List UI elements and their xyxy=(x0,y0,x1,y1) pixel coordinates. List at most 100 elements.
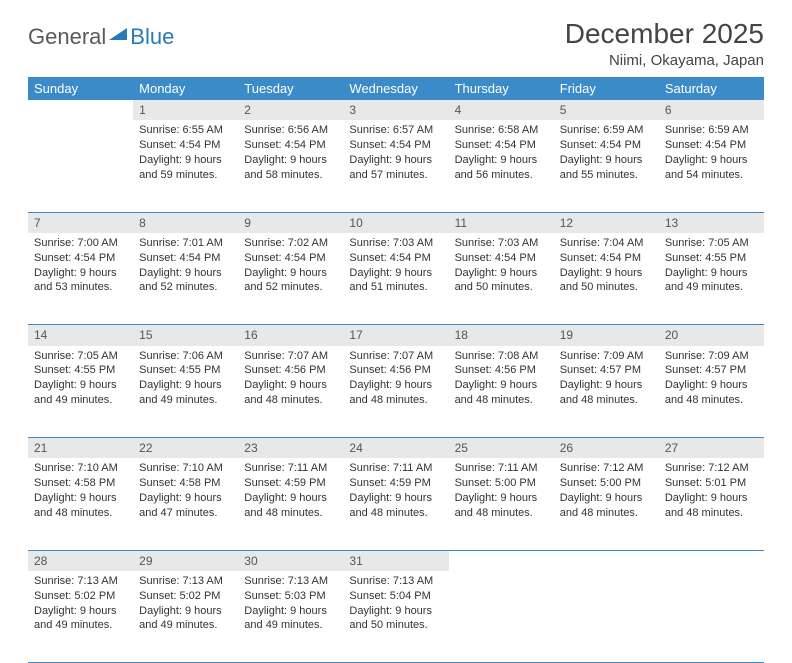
day-number: 28 xyxy=(28,551,133,571)
day-number: 27 xyxy=(659,438,764,458)
daynum-cell: 22 xyxy=(133,438,238,459)
daylight-text: Daylight: 9 hours and 48 minutes. xyxy=(455,378,548,408)
day-content: Sunrise: 6:57 AMSunset: 4:54 PMDaylight:… xyxy=(343,120,448,188)
day-cell: Sunrise: 6:59 AMSunset: 4:54 PMDaylight:… xyxy=(554,120,659,212)
daylight-text: Daylight: 9 hours and 48 minutes. xyxy=(349,491,442,521)
daynum-cell: 15 xyxy=(133,325,238,346)
daylight-text: Daylight: 9 hours and 49 minutes. xyxy=(139,604,232,634)
day-number: 31 xyxy=(343,551,448,571)
calendar-table: Sunday Monday Tuesday Wednesday Thursday… xyxy=(28,77,764,663)
weekday-header: Tuesday xyxy=(238,77,343,100)
day-content: Sunrise: 6:58 AMSunset: 4:54 PMDaylight:… xyxy=(449,120,554,188)
title-block: December 2025 Niimi, Okayama, Japan xyxy=(565,18,764,69)
daylight-text: Daylight: 9 hours and 48 minutes. xyxy=(560,378,653,408)
day-content: Sunrise: 6:56 AMSunset: 4:54 PMDaylight:… xyxy=(238,120,343,188)
day-cell xyxy=(659,571,764,663)
day-content: Sunrise: 7:09 AMSunset: 4:57 PMDaylight:… xyxy=(659,346,764,414)
daylight-text: Daylight: 9 hours and 50 minutes. xyxy=(560,266,653,296)
day-number: 24 xyxy=(343,438,448,458)
weekday-header-row: Sunday Monday Tuesday Wednesday Thursday… xyxy=(28,77,764,100)
sunrise-text: Sunrise: 7:07 AM xyxy=(244,349,337,364)
daynum-cell xyxy=(449,550,554,571)
week-row: Sunrise: 7:10 AMSunset: 4:58 PMDaylight:… xyxy=(28,458,764,550)
day-cell xyxy=(554,571,659,663)
day-number xyxy=(449,551,554,571)
sunrise-text: Sunrise: 7:04 AM xyxy=(560,236,653,251)
daynum-cell: 6 xyxy=(659,100,764,120)
sunrise-text: Sunrise: 7:12 AM xyxy=(560,461,653,476)
day-cell: Sunrise: 7:03 AMSunset: 4:54 PMDaylight:… xyxy=(343,233,448,325)
day-number: 5 xyxy=(554,100,659,120)
day-cell: Sunrise: 7:13 AMSunset: 5:02 PMDaylight:… xyxy=(28,571,133,663)
day-number: 23 xyxy=(238,438,343,458)
day-number: 18 xyxy=(449,325,554,345)
day-content: Sunrise: 7:10 AMSunset: 4:58 PMDaylight:… xyxy=(133,458,238,526)
sunset-text: Sunset: 5:00 PM xyxy=(560,476,653,491)
day-number: 13 xyxy=(659,213,764,233)
day-cell: Sunrise: 7:05 AMSunset: 4:55 PMDaylight:… xyxy=(28,346,133,438)
sunrise-text: Sunrise: 7:11 AM xyxy=(455,461,548,476)
sunrise-text: Sunrise: 7:07 AM xyxy=(349,349,442,364)
daynum-cell: 2 xyxy=(238,100,343,120)
day-number: 7 xyxy=(28,213,133,233)
daylight-text: Daylight: 9 hours and 49 minutes. xyxy=(139,378,232,408)
daylight-text: Daylight: 9 hours and 49 minutes. xyxy=(34,604,127,634)
sunset-text: Sunset: 5:04 PM xyxy=(349,589,442,604)
sunrise-text: Sunrise: 6:59 AM xyxy=(560,123,653,138)
location: Niimi, Okayama, Japan xyxy=(565,52,764,69)
daylight-text: Daylight: 9 hours and 48 minutes. xyxy=(244,491,337,521)
day-content: Sunrise: 7:07 AMSunset: 4:56 PMDaylight:… xyxy=(343,346,448,414)
sunrise-text: Sunrise: 7:11 AM xyxy=(349,461,442,476)
sunset-text: Sunset: 4:54 PM xyxy=(455,138,548,153)
day-content: Sunrise: 7:13 AMSunset: 5:03 PMDaylight:… xyxy=(238,571,343,639)
daynum-cell: 25 xyxy=(449,438,554,459)
sunset-text: Sunset: 4:55 PM xyxy=(139,363,232,378)
day-cell: Sunrise: 7:13 AMSunset: 5:02 PMDaylight:… xyxy=(133,571,238,663)
sunset-text: Sunset: 4:59 PM xyxy=(349,476,442,491)
daylight-text: Daylight: 9 hours and 56 minutes. xyxy=(455,153,548,183)
daynum-cell: 10 xyxy=(343,212,448,233)
sunrise-text: Sunrise: 7:05 AM xyxy=(665,236,758,251)
day-content: Sunrise: 6:55 AMSunset: 4:54 PMDaylight:… xyxy=(133,120,238,188)
week-row: Sunrise: 6:55 AMSunset: 4:54 PMDaylight:… xyxy=(28,120,764,212)
sunrise-text: Sunrise: 7:13 AM xyxy=(244,574,337,589)
daynum-cell: 30 xyxy=(238,550,343,571)
daylight-text: Daylight: 9 hours and 50 minutes. xyxy=(349,604,442,634)
weekday-header: Wednesday xyxy=(343,77,448,100)
weekday-header: Monday xyxy=(133,77,238,100)
day-number: 20 xyxy=(659,325,764,345)
sunset-text: Sunset: 4:56 PM xyxy=(455,363,548,378)
day-content: Sunrise: 7:11 AMSunset: 4:59 PMDaylight:… xyxy=(238,458,343,526)
weekday-header: Sunday xyxy=(28,77,133,100)
daynum-cell: 17 xyxy=(343,325,448,346)
daylight-text: Daylight: 9 hours and 55 minutes. xyxy=(560,153,653,183)
day-content: Sunrise: 7:06 AMSunset: 4:55 PMDaylight:… xyxy=(133,346,238,414)
day-number: 14 xyxy=(28,325,133,345)
day-content: Sunrise: 7:12 AMSunset: 5:00 PMDaylight:… xyxy=(554,458,659,526)
day-content: Sunrise: 7:09 AMSunset: 4:57 PMDaylight:… xyxy=(554,346,659,414)
daynum-cell: 18 xyxy=(449,325,554,346)
daynum-cell: 12 xyxy=(554,212,659,233)
daynum-row: 78910111213 xyxy=(28,212,764,233)
day-content: Sunrise: 7:13 AMSunset: 5:02 PMDaylight:… xyxy=(28,571,133,639)
sunrise-text: Sunrise: 6:59 AM xyxy=(665,123,758,138)
day-cell: Sunrise: 7:11 AMSunset: 4:59 PMDaylight:… xyxy=(343,458,448,550)
day-content: Sunrise: 7:08 AMSunset: 4:56 PMDaylight:… xyxy=(449,346,554,414)
day-number: 15 xyxy=(133,325,238,345)
sunset-text: Sunset: 4:54 PM xyxy=(560,251,653,266)
weekday-header: Saturday xyxy=(659,77,764,100)
day-cell: Sunrise: 7:06 AMSunset: 4:55 PMDaylight:… xyxy=(133,346,238,438)
month-title: December 2025 xyxy=(565,18,764,50)
weekday-header: Friday xyxy=(554,77,659,100)
day-content: Sunrise: 6:59 AMSunset: 4:54 PMDaylight:… xyxy=(659,120,764,188)
daynum-cell: 20 xyxy=(659,325,764,346)
sunset-text: Sunset: 4:59 PM xyxy=(244,476,337,491)
day-number: 25 xyxy=(449,438,554,458)
day-content: Sunrise: 7:07 AMSunset: 4:56 PMDaylight:… xyxy=(238,346,343,414)
sunset-text: Sunset: 5:02 PM xyxy=(34,589,127,604)
daynum-cell: 28 xyxy=(28,550,133,571)
day-cell: Sunrise: 7:00 AMSunset: 4:54 PMDaylight:… xyxy=(28,233,133,325)
day-content: Sunrise: 7:00 AMSunset: 4:54 PMDaylight:… xyxy=(28,233,133,301)
day-cell: Sunrise: 7:04 AMSunset: 4:54 PMDaylight:… xyxy=(554,233,659,325)
sunrise-text: Sunrise: 7:10 AM xyxy=(34,461,127,476)
